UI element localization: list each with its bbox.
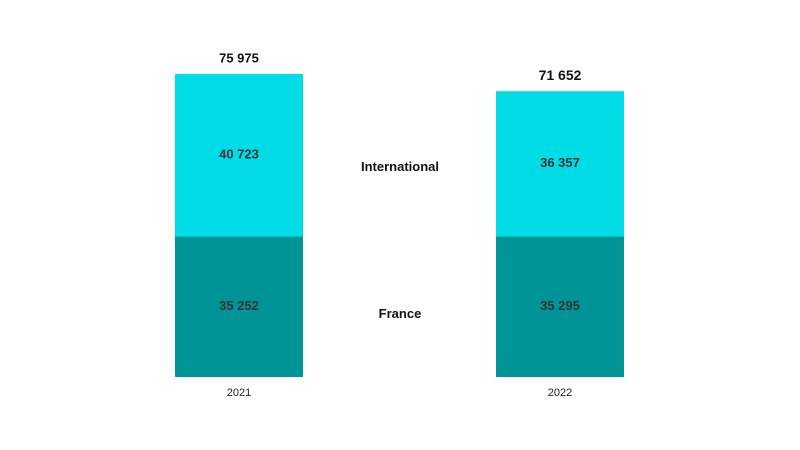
total-label: 71 652 bbox=[539, 67, 582, 83]
x-tick-label: 2021 bbox=[227, 387, 251, 399]
bar-segment bbox=[496, 91, 624, 237]
x-tick-label: 2022 bbox=[548, 387, 572, 399]
legend-label: France bbox=[379, 306, 422, 321]
value-label: 35 295 bbox=[540, 298, 580, 313]
value-label: 35 252 bbox=[219, 298, 259, 313]
bar-segment bbox=[496, 236, 624, 377]
value-label: 36 357 bbox=[540, 155, 580, 170]
total-label: 75 975 bbox=[219, 50, 259, 65]
bar-segment bbox=[175, 74, 303, 237]
value-label: 40 723 bbox=[219, 147, 259, 162]
bar-segment bbox=[175, 236, 303, 377]
legend-label: International bbox=[361, 159, 439, 174]
